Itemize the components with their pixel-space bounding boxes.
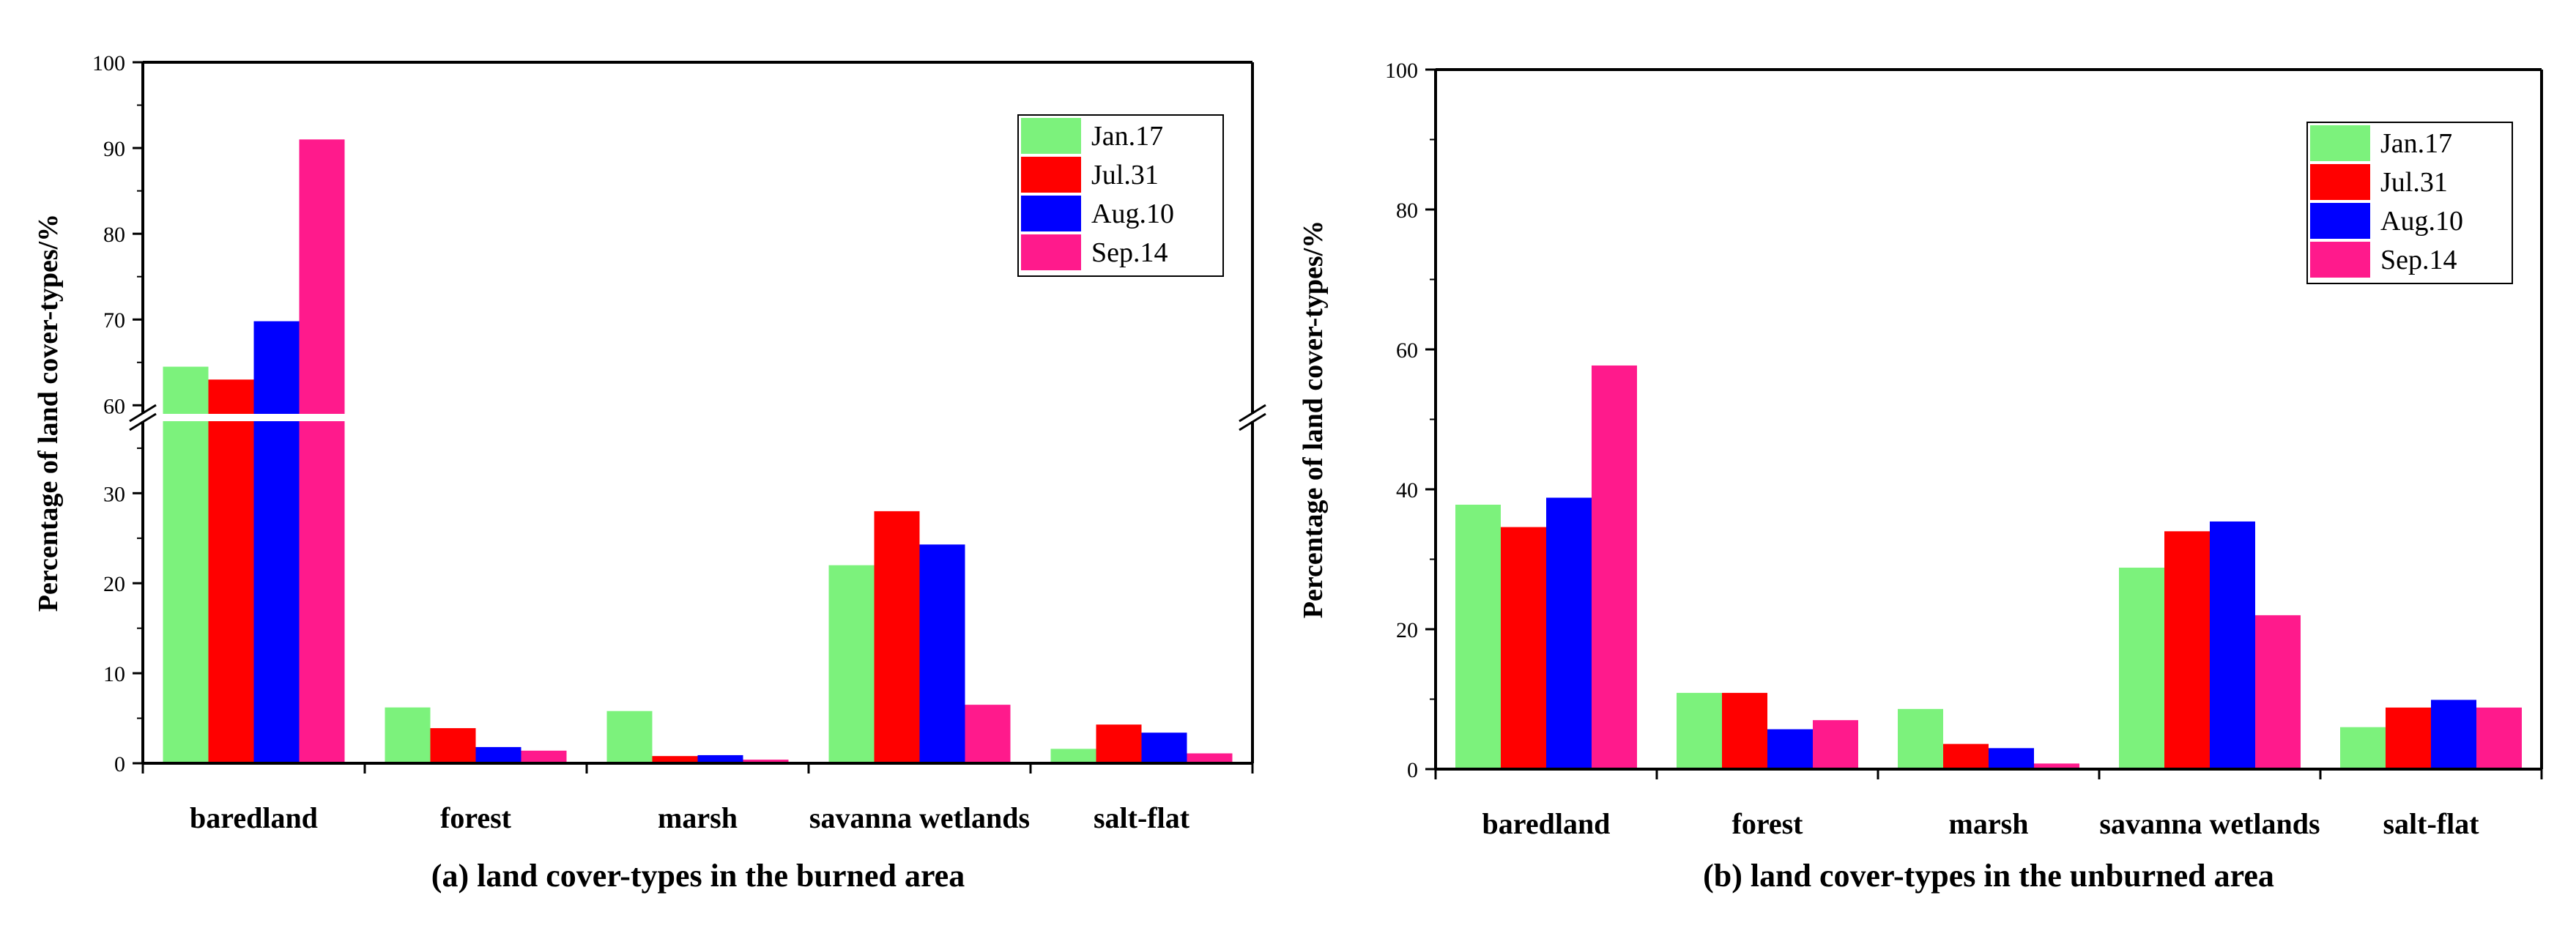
bar-b-forest-Jul31 xyxy=(1722,693,1767,769)
legend-label: Sep.14 xyxy=(2380,245,2457,275)
bar-a-salt-flat-Jan17 xyxy=(1051,749,1096,763)
y-tick-label: 80 xyxy=(1396,199,1418,223)
y-tick-label: 0 xyxy=(1407,758,1418,782)
legend-label: Aug.10 xyxy=(1091,199,1174,229)
bar-a-savanna-wetlands-Sep14 xyxy=(965,705,1011,763)
category-label: salt-flat xyxy=(2383,807,2479,840)
bar-b-marsh-Jul31 xyxy=(1943,744,1989,769)
axis-break-gap xyxy=(114,414,1282,421)
legend-swatch xyxy=(2310,164,2370,200)
bar-a-forest-Sep14 xyxy=(521,751,567,763)
legend-label: Sep.14 xyxy=(1091,237,1168,268)
y-tick-label: 20 xyxy=(1396,618,1418,642)
bar-a-forest-Aug10 xyxy=(476,747,521,763)
y-tick-label: 100 xyxy=(92,51,125,75)
chart-caption: (b) land cover-types in the unburned are… xyxy=(1703,858,2274,894)
y-tick-label: 60 xyxy=(1396,338,1418,363)
bar-a-marsh-Jan17 xyxy=(607,711,653,763)
bar-a-baredland-Jan17 xyxy=(163,367,209,763)
bar-b-salt-flat-Jul31 xyxy=(2386,708,2431,769)
bar-a-forest-Jul31 xyxy=(431,728,476,763)
legend-swatch xyxy=(2310,203,2370,239)
category-label: marsh xyxy=(1949,807,2029,840)
category-label: savanna wetlands xyxy=(809,801,1030,834)
y-tick-label: 20 xyxy=(103,572,125,596)
bar-b-salt-flat-Sep14 xyxy=(2476,708,2522,769)
bar-b-baredland-Aug10 xyxy=(1546,497,1592,769)
category-label: forest xyxy=(440,801,512,834)
bar-b-forest-Sep14 xyxy=(1813,720,1858,769)
legend: Jan.17 Jul.31 Aug.10 Sep.14 xyxy=(2307,122,2512,283)
bar-b-savanna-wetlands-Jul31 xyxy=(2164,531,2210,769)
y-tick-label: 30 xyxy=(103,482,125,506)
bar-b-forest-Jan17 xyxy=(1677,693,1722,769)
bar-b-marsh-Aug10 xyxy=(1989,748,2034,769)
bar-b-salt-flat-Jan17 xyxy=(2340,727,2386,769)
bar-a-savanna-wetlands-Jul31 xyxy=(875,511,920,763)
legend-label: Jan.17 xyxy=(1091,121,1163,152)
chart-a: baredland forest marsh savanna wetlands salt… xyxy=(33,51,1282,894)
bar-b-baredland-Jul31 xyxy=(1501,527,1546,769)
chart-caption: (a) land cover-types in the burned area xyxy=(431,858,965,894)
bar-a-forest-Jan17 xyxy=(385,708,431,763)
y-tick-label: 90 xyxy=(103,137,125,161)
legend-label: Jan.17 xyxy=(2380,128,2452,159)
legend-label: Aug.10 xyxy=(2380,206,2463,237)
y-tick-label: 100 xyxy=(1385,59,1418,83)
y-axis-label: Percentage of land cover-types/% xyxy=(1298,220,1329,618)
category-label: baredland xyxy=(190,801,318,834)
legend-label: Jul.31 xyxy=(1091,160,1159,190)
bar-b-salt-flat-Aug10 xyxy=(2431,700,2476,769)
category-label: forest xyxy=(1732,807,1804,840)
chart-b: baredland forest marsh savanna wetlands salt… xyxy=(1298,59,2542,894)
figure: baredland forest marsh savanna wetlands salt… xyxy=(0,0,2576,931)
legend-swatch xyxy=(1021,118,1081,154)
bar-a-baredland-Aug10 xyxy=(254,322,300,763)
bar-a-savanna-wetlands-Jan17 xyxy=(829,565,875,763)
bar-b-savanna-wetlands-Aug10 xyxy=(2210,522,2255,769)
category-label: savanna wetlands xyxy=(2099,807,2320,840)
bar-a-salt-flat-Aug10 xyxy=(1142,732,1187,763)
y-tick-label: 0 xyxy=(114,752,125,776)
bar-b-savanna-wetlands-Jan17 xyxy=(2119,568,2164,769)
bar-a-salt-flat-Sep14 xyxy=(1187,753,1233,763)
bar-b-savanna-wetlands-Sep14 xyxy=(2255,615,2301,769)
legend: Jan.17 Jul.31 Aug.10 Sep.14 xyxy=(1018,115,1223,276)
y-tick-label: 70 xyxy=(103,308,125,333)
bar-a-baredland-Sep14 xyxy=(300,139,345,763)
legend-swatch xyxy=(1021,157,1081,193)
y-tick-label: 80 xyxy=(103,223,125,247)
y-tick-label: 40 xyxy=(1396,478,1418,502)
bar-a-baredland-Jul31 xyxy=(209,379,254,763)
category-label: baredland xyxy=(1482,807,1611,840)
bar-b-baredland-Jan17 xyxy=(1455,505,1501,769)
legend-swatch xyxy=(1021,196,1081,231)
legend-label: Jul.31 xyxy=(2380,167,2448,198)
bar-b-forest-Aug10 xyxy=(1767,730,1813,769)
y-tick-label: 10 xyxy=(103,662,125,686)
bar-a-savanna-wetlands-Aug10 xyxy=(920,544,965,763)
legend-swatch xyxy=(1021,234,1081,270)
y-axis-label: Percentage of land cover-types/% xyxy=(33,214,64,612)
y-tick-label: 60 xyxy=(103,394,125,418)
legend-swatch xyxy=(2310,242,2370,278)
category-label: marsh xyxy=(658,801,738,834)
bar-b-marsh-Jan17 xyxy=(1898,709,1943,769)
legend-swatch xyxy=(2310,125,2370,161)
category-label: salt-flat xyxy=(1094,801,1190,834)
bar-a-salt-flat-Jul31 xyxy=(1096,724,1142,763)
bar-b-baredland-Sep14 xyxy=(1592,366,1637,769)
